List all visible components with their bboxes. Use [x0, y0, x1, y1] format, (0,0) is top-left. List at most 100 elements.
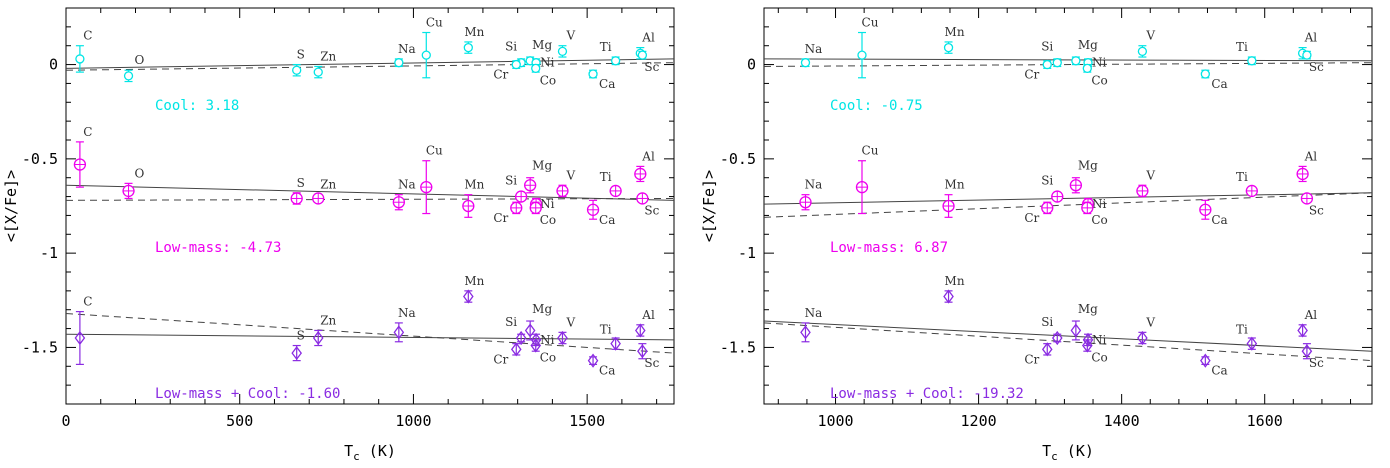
data-point-Na: Na — [392, 178, 416, 211]
data-point-Co: Co — [531, 63, 556, 87]
data-point-Si: Si — [1041, 315, 1063, 346]
element-label: Al — [1304, 149, 1318, 163]
data-point-Al: Al — [634, 308, 655, 338]
series-low-mass: C O S Zn Na Cu Mn Si Cr Mg Ni Co V Ca Ti Al Sc Low-mass: … — [66, 125, 674, 256]
element-label: V — [1145, 168, 1155, 182]
circle-marker — [588, 69, 598, 79]
element-label: Mn — [464, 25, 484, 39]
element-label: Na — [398, 306, 416, 320]
element-label: Cu — [426, 144, 443, 158]
data-point-Al: Al — [634, 149, 655, 183]
data-point-Cr: Cr — [493, 59, 521, 82]
element-label: Ca — [1211, 364, 1227, 378]
data-point-Mg: Mg — [1070, 302, 1098, 341]
element-label: Sc — [644, 356, 659, 370]
diamond-marker — [515, 330, 527, 346]
element-label: Mg — [532, 302, 552, 316]
element-label: Ca — [599, 213, 615, 227]
data-point-Si: Si — [1041, 40, 1062, 68]
element-label: Ti — [600, 40, 612, 54]
fit-line-solid — [66, 333, 674, 341]
element-label: Sc — [644, 203, 659, 217]
data-point-Co: Co — [1081, 201, 1108, 227]
circle-marker — [123, 71, 134, 81]
data-point-Co: Co — [529, 201, 556, 227]
circle-marker — [1052, 58, 1062, 68]
data-point-Ca: Ca — [588, 69, 615, 91]
data-point-Si: Si — [505, 174, 528, 203]
data-point-Cr: Cr — [1024, 201, 1054, 225]
element-label: V — [565, 29, 575, 43]
data-point-V: V — [557, 315, 575, 346]
slope-annotation: Cool: -0.75 — [830, 98, 923, 114]
circle-marker — [1137, 46, 1148, 57]
diamond-marker — [393, 325, 405, 340]
element-label: Cr — [1024, 352, 1039, 366]
element-label: Na — [805, 306, 823, 320]
circle-marker — [292, 65, 302, 75]
data-point-V: V — [556, 168, 575, 198]
diamond-marker — [943, 289, 954, 304]
element-label: V — [1145, 315, 1155, 329]
data-point-S: S — [290, 176, 305, 205]
y-tick-label: -0.5 — [22, 150, 58, 168]
element-label: Si — [505, 174, 517, 188]
data-point-Zn: Zn — [312, 178, 337, 205]
plot-frame — [763, 7, 1373, 405]
element-label: Ni — [1092, 56, 1107, 70]
circle-marker — [463, 42, 473, 53]
diamond-marker — [1246, 336, 1258, 351]
x-tick-label: 1400 — [1104, 412, 1140, 430]
data-point-Sc: Sc — [637, 343, 660, 370]
element-label: Zn — [320, 49, 336, 63]
data-point-Na: Na — [800, 42, 822, 68]
diamond-marker — [1041, 342, 1053, 357]
element-label: Cu — [862, 16, 879, 30]
data-point-Sc: Sc — [1302, 50, 1324, 74]
data-point-Sc: Sc — [1301, 343, 1324, 370]
fit-line-dashed — [66, 312, 674, 354]
element-label: Mg — [1078, 159, 1098, 173]
data-point-Cr: Cr — [1024, 342, 1053, 366]
fit-line-dashed — [66, 197, 674, 201]
x-tick-label: 500 — [226, 412, 253, 430]
diamond-marker — [1200, 353, 1211, 368]
element-label: Si — [505, 40, 517, 54]
element-label: Ni — [540, 197, 555, 211]
y-tick-label: -1 — [40, 244, 58, 262]
panel-right: 1000 1200 1400 1600 0 -0.5 -1 -1.5 Tc (K) <[X/Fe]… — [700, 7, 1373, 463]
data-point-O: O — [122, 166, 145, 200]
data-point-S: S — [292, 48, 305, 77]
circle-marker — [421, 50, 431, 60]
element-label: Sc — [1309, 60, 1324, 74]
x-tick-label: 1000 — [817, 412, 853, 430]
element-label: Na — [805, 178, 823, 192]
element-label: Ti — [1236, 323, 1248, 337]
element-label: Ca — [599, 364, 615, 378]
element-label: Mn — [945, 178, 965, 192]
data-point-Mn: Mn — [462, 178, 485, 218]
element-label: Mg — [532, 159, 552, 173]
element-label: Ni — [540, 333, 555, 347]
diamond-marker — [1051, 330, 1063, 346]
data-point-Zn: Zn — [312, 313, 337, 347]
element-label: V — [565, 168, 575, 182]
element-label: Ni — [1092, 197, 1107, 211]
series-low-mass: Na Cu Mn Si Cr Mg Ni Co V Ca Ti Al Sc Low-mass: 6.87 — [764, 144, 1372, 256]
element-label: Cu — [426, 16, 443, 30]
diamond-marker — [610, 336, 621, 351]
element-label: Ca — [1211, 213, 1227, 227]
x-axis-label: Tc (K) — [1042, 442, 1094, 463]
diamond-marker — [463, 289, 474, 304]
series-low-mass-cool: Na Mn Si Cr Mg Ni Co V Ca Ti Al Sc Low-mass + Cool: … — [764, 274, 1372, 402]
diamond-marker — [1297, 323, 1308, 338]
element-label: C — [83, 125, 92, 139]
diamond-marker — [1082, 338, 1093, 353]
element-label: Si — [1041, 40, 1053, 54]
fit-line-dashed — [764, 322, 1372, 362]
data-point-Ni: Ni — [1082, 332, 1107, 347]
data-point-Cu: Cu — [420, 144, 443, 215]
element-label: Co — [1091, 73, 1107, 87]
element-label: Sc — [1309, 356, 1324, 370]
